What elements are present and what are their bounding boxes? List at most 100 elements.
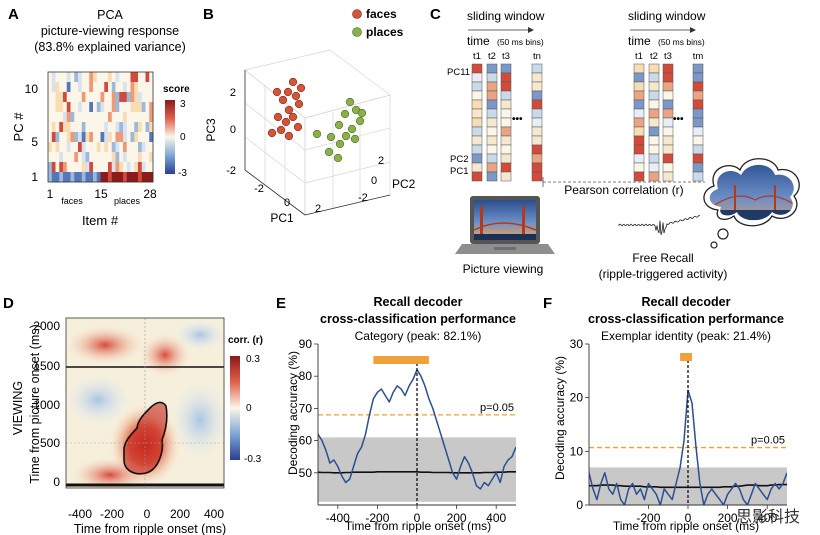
pc-bin-cell <box>486 135 498 146</box>
face-point <box>273 112 283 122</box>
heatmap-cell <box>104 152 109 163</box>
heatmap-cell <box>55 112 60 123</box>
heatmap-cell <box>63 112 68 123</box>
heatmap-cell <box>93 132 98 143</box>
heatmap-cell <box>74 152 79 163</box>
heatmap-cell <box>66 82 71 93</box>
pc-bin-cell <box>633 144 645 155</box>
correlation-label: Pearson correlation (r) <box>564 183 683 197</box>
place-point <box>357 108 367 118</box>
pc-bin-cell <box>648 162 660 173</box>
heatmap-cell <box>78 92 83 103</box>
pc-bin-cell <box>648 108 660 119</box>
panel-d-letter: D <box>3 295 14 312</box>
heatmap-cell <box>141 72 146 83</box>
face-point <box>276 125 286 135</box>
heatmap-cell <box>70 112 75 123</box>
heatmap-cell <box>138 162 143 173</box>
heatmap-cell <box>81 152 86 163</box>
f-ylabel: Decoding accuracy (%) <box>553 356 567 480</box>
heatmap-cell <box>145 102 150 113</box>
heatmap-cell <box>123 172 128 183</box>
ytick-label: 60 <box>299 434 313 448</box>
e-xlabel: Time from ripple onset (ms) <box>345 519 491 533</box>
heatmap-cell <box>138 102 143 113</box>
pc-bin-cell <box>633 162 645 173</box>
heatmap-cell <box>66 122 71 133</box>
place-point <box>347 124 357 134</box>
pc-bin-cell <box>486 108 498 119</box>
heatmap-cell <box>108 92 113 103</box>
heatmap-cell <box>93 142 98 153</box>
pc-bin-cell <box>648 90 660 101</box>
pc-bin-cell <box>500 99 512 110</box>
heatmap-cell <box>100 82 105 93</box>
pc-bin-cell <box>633 126 645 137</box>
heatmap-cell <box>141 82 146 93</box>
heatmap-cell <box>126 82 131 93</box>
pc-bin-cell <box>486 81 498 92</box>
pc-bin-cell <box>662 63 674 74</box>
heatmap-cell <box>149 142 154 153</box>
pc-bin-cell <box>662 153 674 164</box>
heatmap-cell <box>123 112 128 123</box>
heatmap-cell <box>115 102 120 113</box>
heatmap-cell <box>74 92 79 103</box>
heatmap-cell <box>59 142 64 153</box>
heatmap-cell <box>70 142 75 153</box>
heatmap-cell <box>104 162 109 173</box>
pc-bin-cell <box>692 81 704 92</box>
pc3-tick-0: 0 <box>230 124 236 136</box>
heatmap-cell <box>51 112 56 123</box>
pc-bin-cell <box>531 135 543 146</box>
heatmap-cell <box>59 162 64 173</box>
heatmap-cell <box>104 112 109 123</box>
pc-bin-cell <box>531 81 543 92</box>
heatmap-cell <box>63 92 68 103</box>
pc-bin-cell <box>692 99 704 110</box>
heatmap-cell <box>134 132 139 143</box>
pc-bin-cell <box>692 144 704 155</box>
significance-bar <box>373 356 429 364</box>
heatmap-cell <box>108 82 113 93</box>
heatmap-cell <box>48 122 53 133</box>
pc-bin-cell <box>692 135 704 146</box>
heatmap-cell <box>119 102 124 113</box>
d-side-label: VIEWING <box>11 381 25 435</box>
heatmap-cell <box>100 122 105 133</box>
place-point <box>333 153 343 163</box>
heatmap-cell <box>74 72 79 83</box>
heatmap-cell <box>145 122 150 133</box>
heatmap-cell <box>119 132 124 143</box>
window-label-left: sliding window <box>467 9 545 23</box>
pca-score-heatmap <box>48 72 154 183</box>
pc-bin-cell <box>662 117 674 128</box>
heatmap-cell <box>108 152 113 163</box>
heatmap-cell <box>108 172 113 183</box>
heatmap-cell <box>126 162 131 173</box>
heatmap-cell <box>104 132 109 143</box>
heatmap-cell <box>78 82 83 93</box>
heatmap-cell <box>70 82 75 93</box>
pc-bin-cell <box>500 81 512 92</box>
heatmap-cell <box>63 122 68 133</box>
heatmap-cell <box>141 142 146 153</box>
pc-bin-cell <box>662 144 674 155</box>
heatmap-cell <box>100 92 105 103</box>
heatmap-cell <box>100 162 105 173</box>
xtick-label: -200 <box>636 511 660 525</box>
pc-bin-cell <box>531 162 543 173</box>
heatmap-cell <box>123 92 128 103</box>
ellipsis-left: ••• <box>512 114 523 125</box>
heatmap-cell <box>70 92 75 103</box>
pc-bin-cell <box>692 90 704 101</box>
heatmap-cell <box>130 122 135 133</box>
pc-bin-cell <box>662 72 674 83</box>
heatmap-cell <box>130 142 135 153</box>
heatmap-cell <box>59 132 64 143</box>
panel-a-title-3: (83.8% explained variance) <box>34 40 185 54</box>
heatmap-cell <box>89 142 94 153</box>
heatmap-cell <box>70 172 75 183</box>
heatmap-cell <box>51 122 56 133</box>
e-ylabel: Decoding accuracy (%) <box>286 351 300 475</box>
